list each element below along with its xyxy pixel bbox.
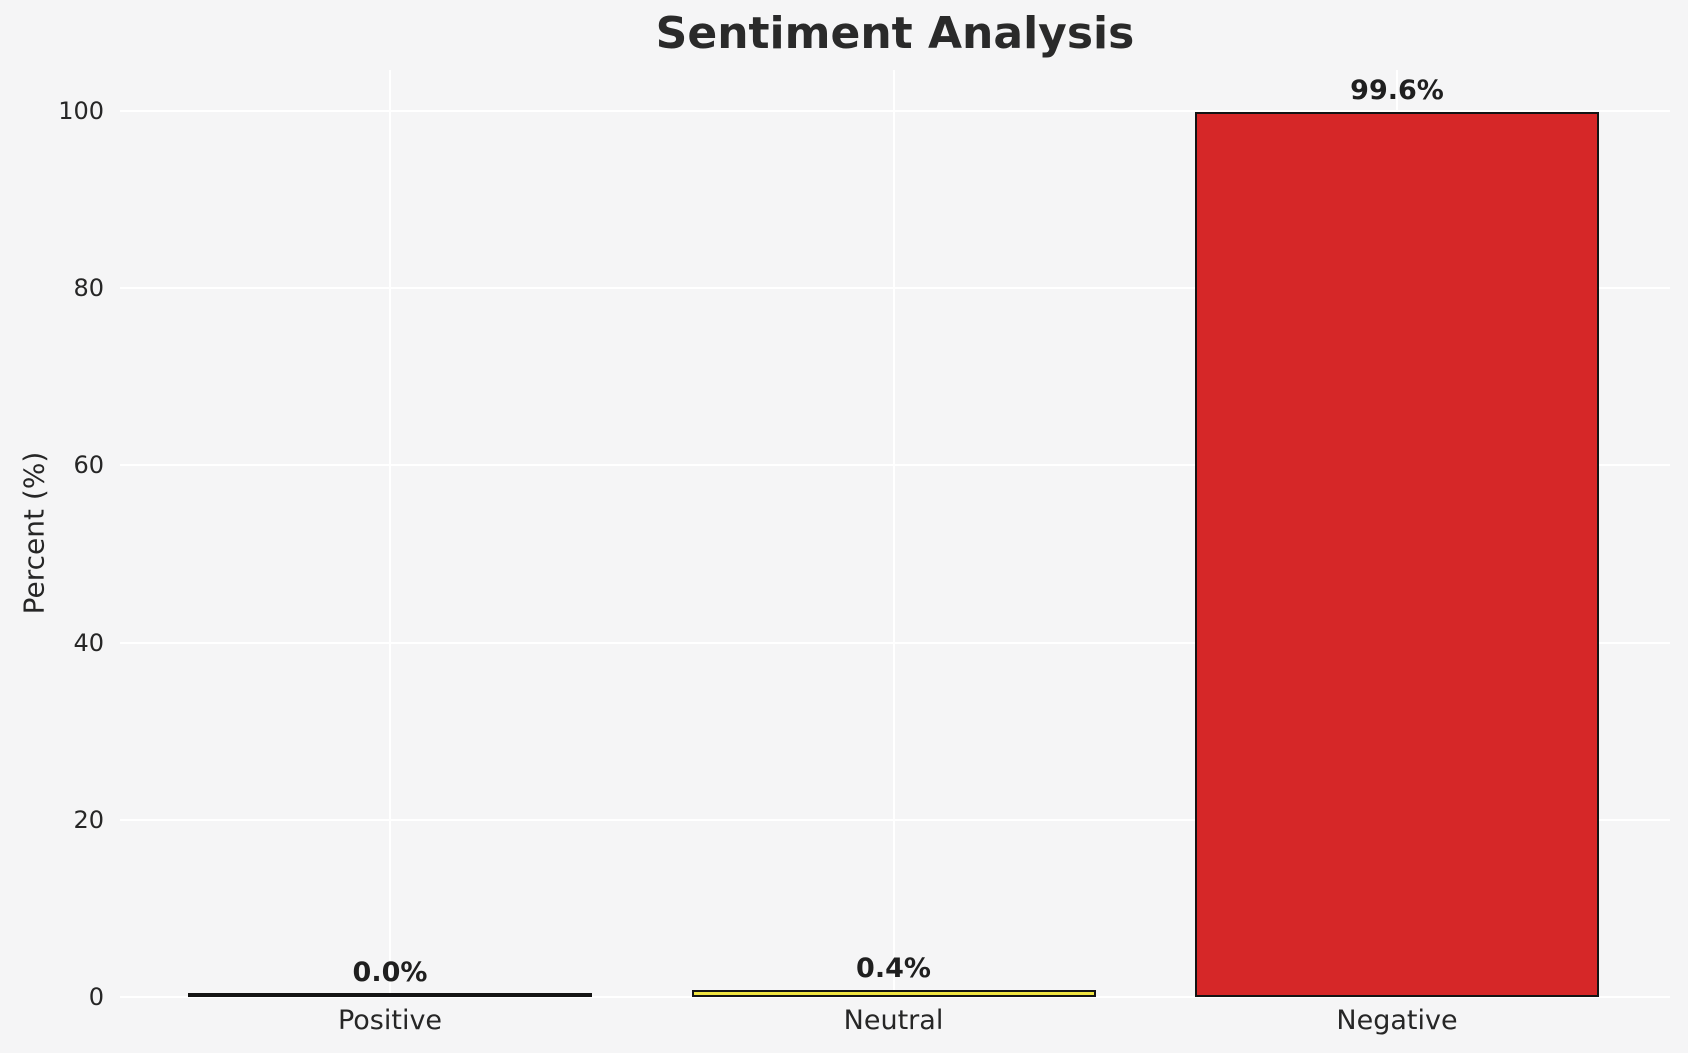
gridline-h bbox=[120, 287, 1670, 290]
x-tick-label: Negative bbox=[1336, 1005, 1458, 1036]
gridline-v bbox=[389, 70, 391, 997]
y-tick-label: 60 bbox=[73, 451, 104, 480]
chart-title: Sentiment Analysis bbox=[655, 8, 1135, 59]
y-tick-label: 40 bbox=[73, 628, 104, 657]
bar-negative bbox=[1195, 112, 1599, 997]
plot-area: 0 20 40 60 80 100 0.0% Positive 0.4% Neutral 99.6%… bbox=[58, 70, 1670, 1036]
gridline-h bbox=[120, 818, 1670, 821]
bar-value-label: 0.4% bbox=[856, 953, 931, 984]
gridline-h bbox=[120, 996, 1670, 998]
y-tick-label: 100 bbox=[58, 97, 104, 125]
x-tick-label: Neutral bbox=[843, 1005, 944, 1036]
gridline-h bbox=[120, 464, 1670, 467]
gridline-h bbox=[120, 110, 1670, 112]
gridline-v bbox=[892, 70, 895, 997]
y-tick-label: 80 bbox=[73, 274, 104, 303]
y-tick-label: 0 bbox=[88, 983, 104, 1011]
y-tick-label: 20 bbox=[73, 805, 104, 834]
bar-value-label: 0.0% bbox=[352, 957, 428, 988]
gridline-h bbox=[120, 641, 1670, 644]
bar-neutral bbox=[691, 990, 1096, 997]
x-tick-label: Positive bbox=[337, 1005, 443, 1036]
bar-positive bbox=[188, 993, 592, 997]
bar-value-label: 99.6% bbox=[1350, 75, 1444, 106]
